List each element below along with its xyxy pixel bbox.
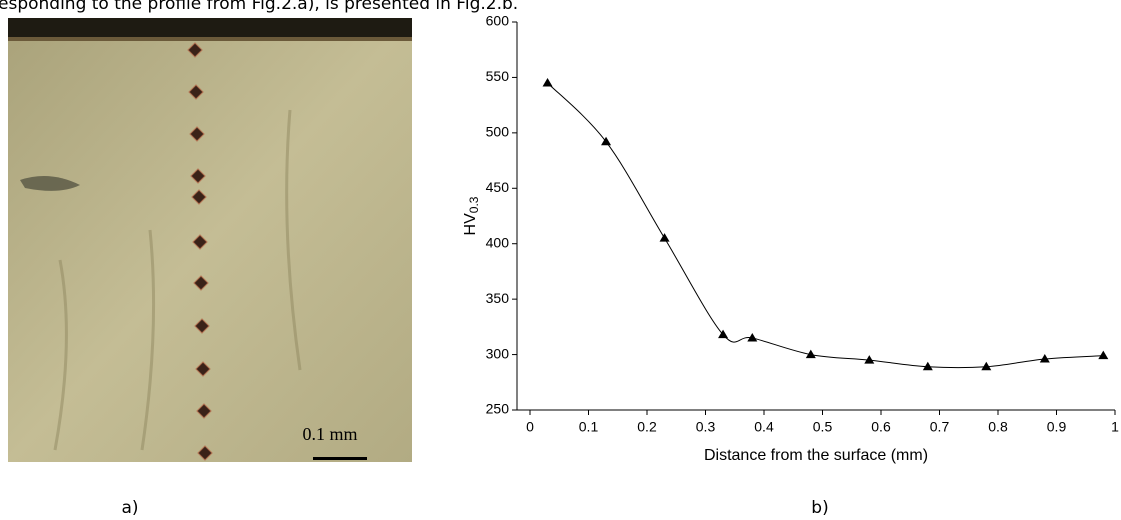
marker	[1039, 354, 1050, 363]
micrograph: 0.1 mm	[8, 18, 412, 462]
x-tick-label: 0.7	[930, 419, 950, 435]
y-tick-label: 600	[486, 13, 510, 29]
y-tick-label: 250	[486, 401, 510, 417]
marker	[805, 349, 816, 359]
caption-text: esponding to the profile from Fig.2.a), …	[0, 0, 518, 14]
indent	[187, 42, 203, 58]
x-tick-label: 0.3	[696, 419, 716, 435]
marker	[747, 332, 758, 342]
y-axis-title: HV0.3	[462, 196, 481, 235]
x-axis-title: Distance from the surface (mm)	[704, 447, 928, 464]
x-tick-label: 0.5	[813, 419, 833, 435]
marker	[864, 355, 875, 364]
scale-bar	[313, 457, 367, 460]
x-tick-label: 0.8	[988, 419, 1008, 435]
indent	[188, 84, 204, 100]
marker	[1098, 350, 1109, 360]
indents	[187, 42, 213, 461]
chart: 250 300 350 400 450 500 550 600 0 0.1 0.2 0.3 0.4 0.5…	[462, 13, 1119, 465]
y-tick-label: 400	[486, 234, 510, 250]
micrograph-texture	[53, 109, 302, 451]
indent	[195, 361, 211, 377]
indent	[190, 168, 206, 184]
y-tick-label: 500	[486, 124, 510, 140]
indent	[196, 403, 212, 419]
indent	[191, 189, 207, 205]
micrograph-stain	[20, 176, 80, 191]
y-axis-title-main: HV	[462, 213, 479, 236]
x-tick-label: 0.4	[754, 419, 774, 435]
x-tick-label: 0.9	[1047, 419, 1067, 435]
x-tick-label: 0.6	[871, 419, 891, 435]
micrograph-edge	[8, 37, 412, 41]
x-tick-label: 0	[526, 419, 534, 435]
marker	[922, 361, 933, 371]
marker	[659, 233, 670, 242]
marker	[718, 329, 729, 339]
y-axis-title-subscript: 0.3	[467, 196, 481, 213]
panel-label: b)	[811, 498, 828, 518]
indent	[194, 318, 210, 334]
scale-label: 0.1 mm	[302, 424, 357, 444]
x-tick-label: 0.2	[637, 419, 657, 435]
y-tick-label: 300	[486, 345, 510, 361]
marker	[601, 136, 612, 146]
indent	[192, 234, 208, 250]
x-tick-label: 1	[1111, 419, 1119, 435]
micrograph-edge	[8, 18, 412, 38]
x-tick-label: 0.1	[579, 419, 599, 435]
micrograph-image	[8, 18, 412, 462]
y-tick-label: 450	[486, 179, 510, 195]
indent	[189, 126, 205, 142]
marker	[981, 361, 992, 371]
marker	[542, 77, 553, 87]
y-tick-label: 550	[486, 68, 510, 84]
panel-label: a)	[121, 498, 138, 518]
y-tick-label: 350	[486, 290, 510, 306]
line	[547, 82, 1104, 369]
indent	[193, 275, 209, 291]
indent	[197, 445, 213, 461]
